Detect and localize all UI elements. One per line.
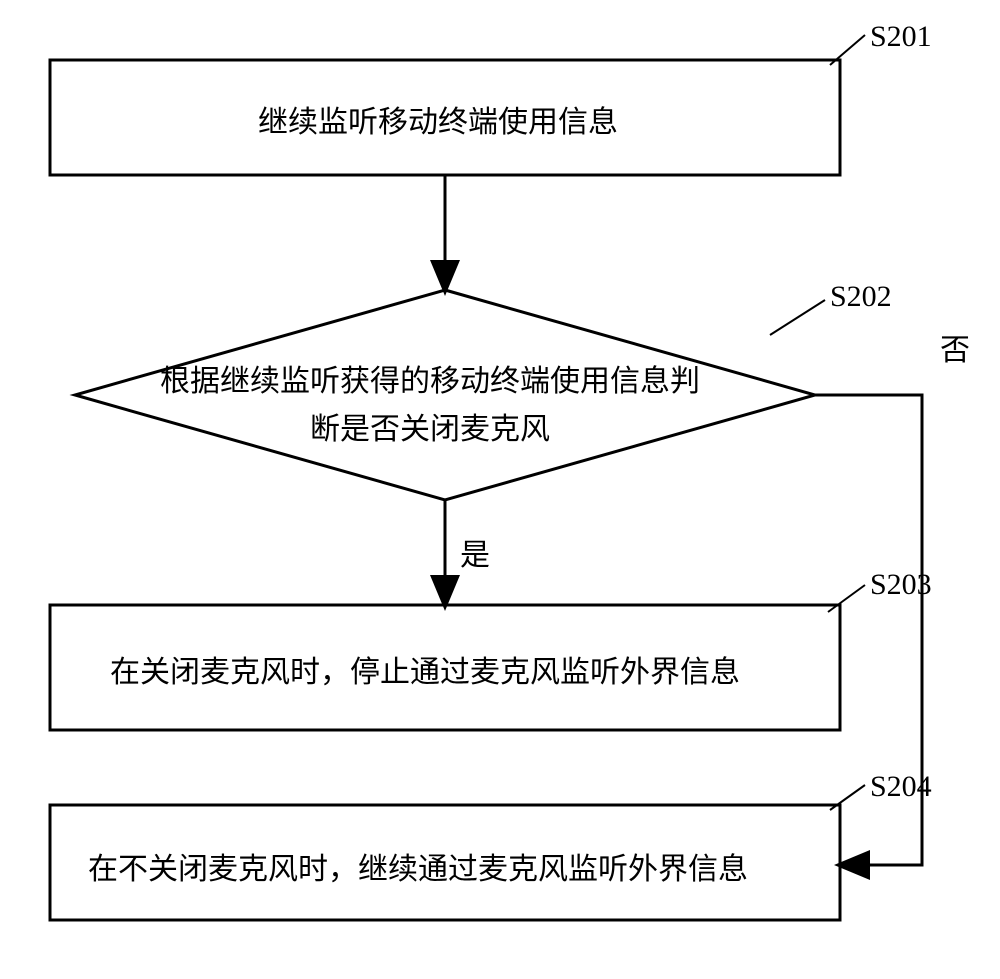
node-text-s204: 在不关闭麦克风时，继续通过麦克风监听外界信息 bbox=[88, 847, 748, 892]
node-label-s201: S201 bbox=[870, 20, 932, 54]
edge-label: 是 bbox=[460, 530, 490, 574]
edge-label: 否 bbox=[940, 325, 970, 369]
node-text-s201: 继续监听移动终端使用信息 bbox=[258, 100, 618, 145]
node-text-s202: 根据继续监听获得的移动终端使用信息判断是否关闭麦克风 bbox=[160, 358, 700, 454]
node-label-s203: S203 bbox=[870, 568, 932, 602]
node-text-s203: 在关闭麦克风时，停止通过麦克风监听外界信息 bbox=[110, 650, 740, 695]
flowchart-svg bbox=[0, 0, 1000, 979]
node-label-s204: S204 bbox=[870, 770, 932, 804]
node-label-s202: S202 bbox=[830, 280, 892, 314]
